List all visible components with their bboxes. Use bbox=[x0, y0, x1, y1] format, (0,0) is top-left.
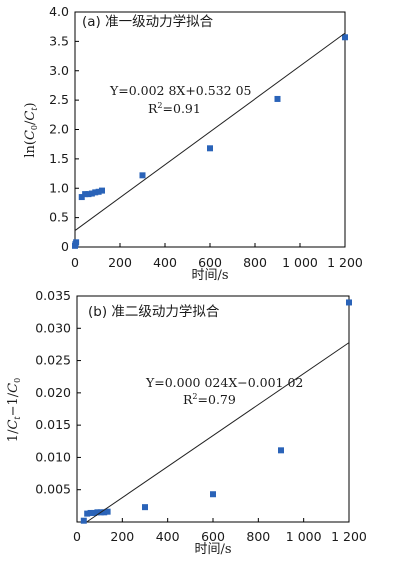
panel-a-r2: R2=0.91 bbox=[148, 101, 201, 116]
panel-b-data-point bbox=[80, 517, 87, 524]
panel-a-x-tick-label: 1 200 bbox=[327, 255, 363, 270]
panel-a-data-point bbox=[78, 194, 85, 201]
panel-b-data-point bbox=[101, 509, 108, 516]
panel-b-data-point bbox=[94, 509, 101, 516]
panel-b-data-point bbox=[84, 510, 91, 517]
panel-b-x-tick-label: 1 200 bbox=[331, 529, 367, 544]
panel-a-x-tick-label: 600 bbox=[198, 255, 222, 270]
panel-b-y-tick-label: 0.005 bbox=[35, 482, 71, 497]
panel-a-x-label: 时间/s bbox=[191, 268, 228, 283]
panel-b-x-tick-label: 1 000 bbox=[286, 529, 322, 544]
panel-a-data-point bbox=[92, 189, 99, 196]
panel-a-data-point bbox=[342, 34, 348, 41]
panel-a-x-tick-label: 400 bbox=[153, 255, 177, 270]
panel-b-x-label: 时间/s bbox=[194, 542, 231, 557]
panel-b-data-point bbox=[210, 491, 216, 498]
panel-a-r2-value: =0.91 bbox=[163, 101, 201, 116]
panel-a-y-tick-label: 0.5 bbox=[49, 210, 69, 225]
panel-b: 0 200 400 600 800 1 000 1 200 0.0050.0100.0150… bbox=[6, 288, 367, 557]
panel-a-data-point bbox=[88, 190, 95, 197]
panel-b-x-tick-label: 0 bbox=[73, 529, 81, 544]
panel-a-x-tick-label: 1 000 bbox=[282, 255, 318, 270]
panel-a-y-label: ln(C0/Ct) bbox=[23, 102, 39, 157]
panel-b-x-ticks: 0 200 400 600 800 1 000 1 200 bbox=[73, 518, 367, 544]
panel-a-y-tick-label: 2.5 bbox=[49, 92, 69, 107]
panel-b-x-tick-label: 400 bbox=[156, 529, 180, 544]
panel-b-data-point bbox=[346, 299, 352, 306]
panel-a-y-tick-label: 1.0 bbox=[49, 180, 69, 195]
panel-a-y-ticks: 0.5 1.0 1.5 2.0 2.5 3.0 3.5 4.0 0 bbox=[49, 4, 79, 254]
panel-b-y-tick-label: 0.015 bbox=[35, 417, 71, 432]
panel-b-y-ticks: 0.005 0.010 0.015 0.020 0.025 0.030 0.035 bbox=[35, 288, 81, 497]
panel-a-data-point bbox=[139, 172, 146, 179]
panel-a-r2-label: R bbox=[148, 101, 158, 116]
panel-b-y-tick-label: 0.020 bbox=[35, 385, 71, 400]
panel-a: 0 200 400 600 800 1 000 1 200 0.5 1.0 1.5 2.0 2.5 3… bbox=[23, 4, 363, 283]
panel-a-data-point bbox=[95, 188, 102, 195]
panel-b-data-point bbox=[104, 508, 111, 515]
panel-a-y-tick-label: 2.0 bbox=[49, 122, 69, 137]
panel-a-data-point bbox=[85, 191, 92, 198]
panel-a-r2-superscript: 2 bbox=[157, 101, 162, 110]
panel-b-title: (b) 准二级动力学拟合 bbox=[88, 304, 220, 320]
panel-b-x-tick-label: 800 bbox=[246, 529, 270, 544]
panel-b-x-tick-label: 200 bbox=[110, 529, 134, 544]
panel-a-data-point bbox=[82, 191, 89, 198]
panel-b-data-point bbox=[142, 504, 148, 511]
panel-a-y-tick-label: 3.0 bbox=[49, 63, 69, 78]
panel-a-data-point bbox=[73, 239, 80, 246]
panel-a-x-tick-label: 800 bbox=[243, 255, 267, 270]
panel-b-r2-superscript: 2 bbox=[192, 392, 197, 401]
panel-b-y-label: 1/Ct−1/C0 bbox=[6, 378, 22, 442]
panel-a-axes bbox=[74, 11, 346, 248]
panel-b-r2-value: =0.79 bbox=[198, 392, 236, 407]
panel-b-data-point bbox=[91, 509, 97, 516]
panel-a-y-tick-label: 1.5 bbox=[49, 151, 69, 166]
panel-a-points bbox=[72, 34, 348, 249]
panel-b-points bbox=[80, 299, 352, 524]
panel-b-y-tick-label: 0.035 bbox=[35, 288, 71, 303]
panel-a-data-point bbox=[274, 95, 281, 102]
panel-a-data-point bbox=[99, 187, 105, 194]
panel-b-r2: R2=0.79 bbox=[183, 392, 236, 407]
panel-b-y-tick-label: 0.025 bbox=[35, 353, 71, 368]
panel-a-data-point bbox=[207, 145, 213, 152]
panel-b-axes bbox=[76, 295, 350, 523]
panel-a-y-tick-label: 3.5 bbox=[49, 33, 69, 48]
panel-a-x-ticks: 0 200 400 600 800 1 000 1 200 bbox=[71, 243, 363, 270]
panel-b-y-tick-label: 0.010 bbox=[35, 449, 71, 464]
panel-b-data-point bbox=[87, 509, 94, 516]
panel-b-fit-line bbox=[86, 342, 350, 523]
panel-b-equation: Y=0.000 024X−0.001 02 bbox=[145, 375, 303, 390]
panel-a-title: (a) 准一级动力学拟合 bbox=[82, 14, 214, 30]
panel-a-equation: Y=0.002 8X+0.532 05 bbox=[109, 83, 251, 98]
panel-b-data-point bbox=[278, 447, 284, 454]
panel-a-fit-line bbox=[74, 32, 346, 231]
panel-a-y-origin-label: 0 bbox=[61, 239, 69, 254]
panel-b-y-tick-label: 0.030 bbox=[35, 320, 71, 335]
panel-a-x-tick-label: 200 bbox=[108, 255, 132, 270]
panel-a-x-tick-label: 0 bbox=[71, 255, 79, 270]
panel-b-x-tick-label: 600 bbox=[201, 529, 225, 544]
panel-a-y-tick-label: 4.0 bbox=[49, 4, 69, 19]
panel-b-r2-label: R bbox=[183, 392, 193, 407]
